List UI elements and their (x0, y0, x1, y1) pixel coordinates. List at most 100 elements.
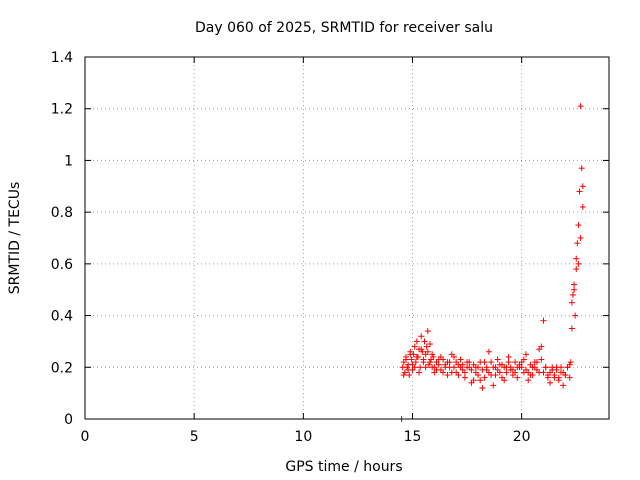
data-point (566, 374, 573, 381)
x-tick-label: 20 (513, 429, 531, 445)
data-point (567, 359, 574, 366)
data-point (575, 222, 582, 229)
data-point (520, 356, 527, 363)
data-point (408, 356, 415, 363)
data-point (492, 372, 499, 379)
data-point (450, 353, 457, 360)
data-point (571, 281, 578, 288)
data-point (468, 366, 475, 373)
data-point (433, 366, 440, 373)
data-point (569, 291, 576, 298)
data-point (574, 240, 581, 247)
data-point (514, 374, 521, 381)
data-point (479, 384, 486, 391)
data-point (547, 379, 554, 386)
data-point (549, 364, 556, 371)
data-point (405, 366, 412, 373)
data-point (525, 377, 532, 384)
data-point (418, 333, 425, 340)
data-point (466, 359, 473, 366)
data-point (494, 356, 501, 363)
data-point (536, 346, 543, 353)
data-point (401, 369, 408, 376)
data-point (503, 369, 510, 376)
data-point (435, 361, 442, 368)
chart-title: Day 060 of 2025, SRMTID for receiver sal… (195, 20, 493, 36)
data-point (425, 361, 432, 368)
y-tick-label: 0.2 (51, 360, 73, 376)
data-point (461, 369, 468, 376)
data-point (525, 369, 532, 376)
data-point (576, 188, 583, 195)
x-tick-label: 5 (190, 429, 199, 445)
data-point (547, 369, 554, 376)
data-point (529, 372, 536, 379)
data-points (398, 103, 586, 422)
data-point (527, 361, 534, 368)
y-tick-label: 0 (64, 412, 73, 428)
data-point (426, 341, 433, 348)
data-point (490, 382, 497, 389)
data-point (518, 364, 525, 371)
data-point (501, 364, 508, 371)
data-point (424, 328, 431, 335)
data-point (429, 351, 436, 358)
data-point (544, 374, 551, 381)
plot-frame (84, 56, 610, 420)
y-tick-label: 0.4 (51, 309, 73, 325)
data-point (417, 364, 424, 371)
data-point (437, 353, 444, 360)
x-axis-label: GPS time / hours (285, 459, 402, 475)
data-point (481, 374, 488, 381)
data-point (551, 372, 558, 379)
data-point (416, 369, 423, 376)
data-point (494, 366, 501, 373)
data-point (579, 203, 586, 210)
data-point (420, 356, 427, 363)
data-point (448, 369, 455, 376)
data-point (512, 359, 519, 366)
data-point (573, 266, 580, 273)
data-point (472, 364, 479, 371)
x-tick-label: 15 (404, 429, 422, 445)
data-point (562, 372, 569, 379)
data-point (483, 364, 490, 371)
data-point (578, 165, 585, 172)
x-tick-label: 10 (294, 429, 312, 445)
data-point (455, 372, 462, 379)
data-point (488, 359, 495, 366)
data-point (402, 356, 409, 363)
x-tick-label: 0 (81, 429, 90, 445)
data-point (475, 372, 481, 379)
data-point (490, 364, 497, 371)
data-point (423, 343, 430, 350)
y-axis-label: SRMTID / TECUs (7, 182, 23, 295)
data-point (418, 346, 425, 353)
data-point (566, 361, 573, 368)
data-point (571, 286, 578, 293)
data-point (419, 348, 426, 355)
data-point (422, 364, 429, 371)
data-point (477, 359, 484, 366)
data-point (568, 325, 575, 332)
data-point (461, 374, 468, 381)
data-point (411, 364, 418, 371)
data-point (404, 364, 411, 371)
data-point (560, 382, 567, 389)
data-point (512, 369, 519, 376)
data-point (406, 372, 413, 379)
data-point (440, 369, 447, 376)
data-point (426, 359, 433, 366)
data-point (413, 338, 420, 345)
data-point (499, 374, 506, 381)
data-point (573, 255, 580, 262)
data-point (575, 260, 582, 267)
data-point (412, 359, 419, 366)
data-point (540, 317, 547, 324)
data-point (400, 372, 407, 379)
data-point (579, 183, 586, 190)
grid-lines (85, 57, 609, 419)
data-point (505, 359, 512, 366)
data-point (553, 366, 560, 373)
